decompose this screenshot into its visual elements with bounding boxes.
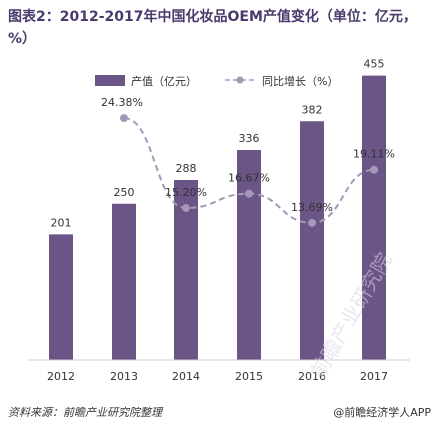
growth-point-label: 19.11% [353,148,395,161]
growth-point-label: 16.67% [228,172,270,185]
bar-2017 [362,75,386,360]
bar-value-label: 288 [176,162,197,175]
growth-point-2015 [245,189,253,198]
growth-point-2014 [182,204,190,213]
growth-point-2013 [120,114,128,123]
bar-value-label: 336 [239,132,260,145]
bar-value-label: 201 [51,216,72,229]
bar-value-label: 250 [114,186,135,199]
bar-2012 [49,234,73,360]
bar-2016 [300,121,324,360]
growth-point-2017 [370,165,378,174]
chart-title: 图表2：2012-2017年中国化妆品OEM产值变化（单位：亿元，%） [8,9,417,47]
growth-point-label: 15.20% [165,186,207,199]
x-tick-label: 2013 [110,370,138,383]
x-tick-label: 2015 [235,370,263,383]
growth-point-2016 [308,218,316,227]
x-tick-label: 2017 [360,370,388,383]
source-note: 资料来源：前瞻产业研究院整理 [8,406,162,419]
x-tick-label: 2014 [172,370,200,383]
legend-line-label: 同比增长（%） [262,74,338,88]
legend-bar-label: 产值（亿元） [131,74,197,88]
x-tick-label: 2012 [47,370,75,383]
legend-line-marker [236,76,244,84]
legend-bar-swatch [95,75,125,86]
bar-2013 [112,203,136,360]
growth-point-label: 13.69% [291,201,333,214]
bar-value-label: 382 [302,103,323,116]
bar-value-label: 455 [364,58,385,71]
bar-2015 [237,150,261,360]
x-tick-label: 2016 [298,370,326,383]
brand-credit: @前瞻经济学人APP [333,406,431,419]
growth-point-label: 24.38% [101,96,143,109]
